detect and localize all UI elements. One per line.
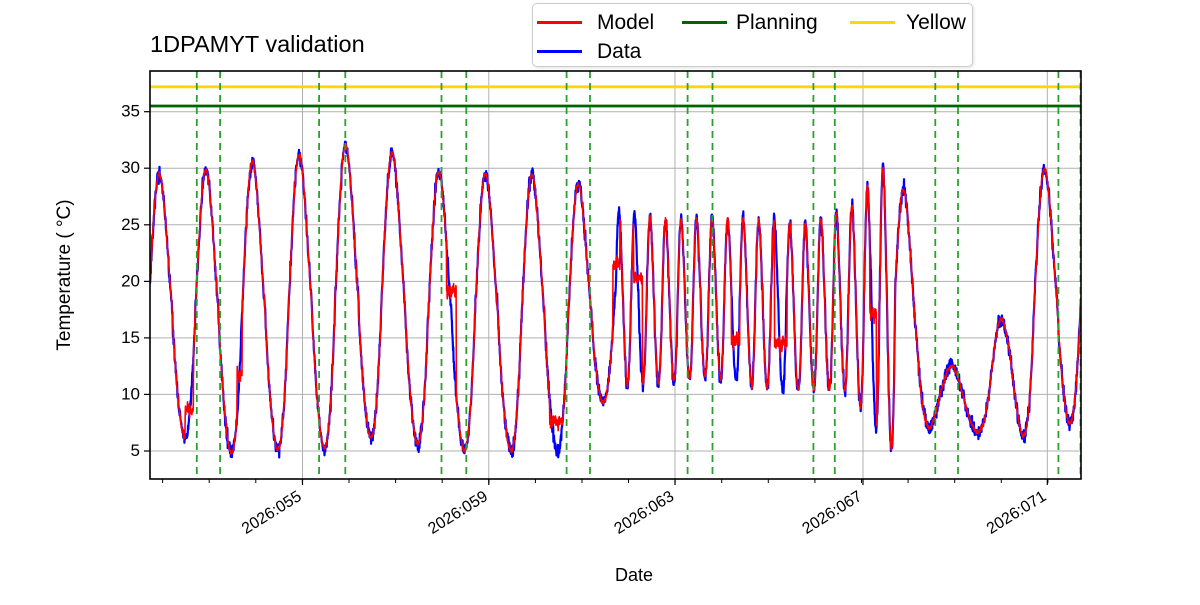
svg-text:2026:067: 2026:067: [800, 488, 866, 538]
svg-text:35: 35: [121, 102, 140, 121]
svg-text:5: 5: [131, 441, 140, 460]
svg-text:15: 15: [121, 328, 140, 347]
svg-text:2026:059: 2026:059: [425, 488, 491, 538]
svg-text:2026:071: 2026:071: [984, 488, 1050, 538]
svg-text:10: 10: [121, 384, 140, 403]
svg-text:20: 20: [121, 271, 140, 290]
svg-text:2026:055: 2026:055: [239, 488, 305, 538]
svg-text:25: 25: [121, 215, 140, 234]
svg-text:2026:063: 2026:063: [612, 488, 678, 538]
svg-text:30: 30: [121, 158, 140, 177]
